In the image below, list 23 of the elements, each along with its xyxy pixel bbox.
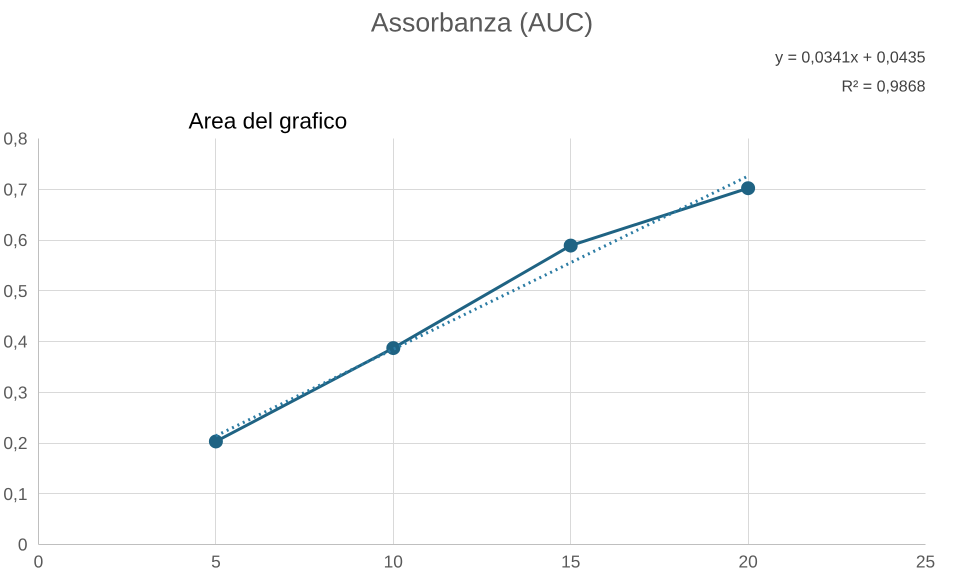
text: Area del grafico <box>188 108 348 134</box>
x-tick-label: 5 <box>211 552 221 572</box>
y-tick-label: 0,5 <box>3 280 28 301</box>
point <box>208 434 223 448</box>
y-tick-label: 0,2 <box>3 433 28 453</box>
point <box>741 181 756 196</box>
text: y = 0,0341x + 0,0435 <box>775 50 926 66</box>
x-tick-label: 25 <box>916 552 936 572</box>
point <box>386 341 400 356</box>
y-tick-label: 0,4 <box>3 332 28 352</box>
x-tick-label: 10 <box>384 552 403 572</box>
x-tick-label: 15 <box>561 552 580 572</box>
text: R² = 0,9868 <box>841 78 926 96</box>
y-tick-label: 0,7 <box>3 179 28 200</box>
x-tick-label: 0 <box>34 552 44 572</box>
y-tick-label: 0,3 <box>3 382 28 402</box>
y-tick-label: 0,6 <box>3 230 28 250</box>
y-tick-label: 0 <box>18 534 28 554</box>
y-tick-label: 0,8 <box>3 128 28 148</box>
point <box>564 238 578 253</box>
chart-title: Assorbanza (AUC) <box>370 8 594 38</box>
x-tick-label: 20 <box>738 552 758 572</box>
y-tick-label: 0,1 <box>3 484 28 504</box>
